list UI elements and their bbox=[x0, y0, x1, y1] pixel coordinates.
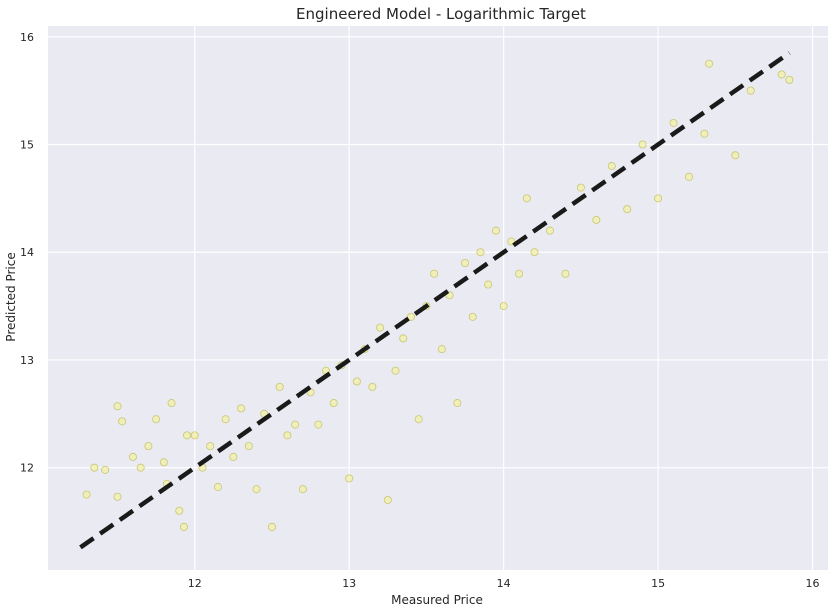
scatter-point bbox=[576, 183, 585, 192]
scatter-point bbox=[746, 86, 755, 95]
scatter-point bbox=[244, 442, 253, 451]
scatter-point bbox=[352, 377, 361, 386]
scatter-point bbox=[499, 302, 508, 311]
scatter-point bbox=[283, 431, 292, 440]
scatter-point bbox=[461, 258, 470, 267]
scatter-point bbox=[144, 442, 153, 451]
scatter-point bbox=[82, 490, 91, 499]
scatter-point bbox=[229, 452, 238, 461]
y-tick-label: 12 bbox=[20, 462, 34, 475]
scatter-point bbox=[291, 420, 300, 429]
scatter-point bbox=[399, 334, 408, 343]
x-tick-label: 16 bbox=[806, 577, 820, 590]
scatter-point bbox=[545, 226, 554, 235]
grid-lines bbox=[48, 26, 828, 570]
scatter-point bbox=[252, 485, 261, 494]
scatter-point bbox=[314, 420, 323, 429]
scatter-point bbox=[414, 415, 423, 424]
scatter-point bbox=[623, 205, 632, 214]
scatter-point bbox=[491, 226, 500, 235]
y-tick-label: 16 bbox=[20, 31, 34, 44]
scatter-point bbox=[638, 140, 647, 149]
scatter-point bbox=[298, 485, 307, 494]
scatter-point bbox=[368, 382, 377, 391]
scatter-point bbox=[391, 366, 400, 375]
chart-title: Engineered Model - Logarithmic Target bbox=[296, 5, 586, 23]
scatter-point bbox=[785, 75, 794, 84]
scatter-point bbox=[484, 280, 493, 289]
scatter-point bbox=[705, 59, 714, 68]
scatter-point bbox=[213, 483, 222, 492]
scatter-point bbox=[101, 465, 110, 474]
scatter-point bbox=[522, 194, 531, 203]
scatter-point bbox=[128, 452, 137, 461]
scatter-point bbox=[183, 431, 192, 440]
scatter-point bbox=[167, 399, 176, 408]
scatter-point bbox=[329, 399, 338, 408]
scatter-point bbox=[113, 492, 122, 501]
scatter-point bbox=[453, 399, 462, 408]
scatter-point bbox=[607, 162, 616, 171]
scatter-point bbox=[515, 269, 524, 278]
scatter-point bbox=[476, 248, 485, 257]
scatter-point bbox=[437, 345, 446, 354]
scatter-point bbox=[777, 70, 786, 79]
scatter-point bbox=[592, 215, 601, 224]
scatter-point bbox=[376, 323, 385, 332]
scatter-point bbox=[669, 118, 678, 127]
scatter-point bbox=[383, 495, 392, 504]
scatter-point bbox=[175, 506, 184, 515]
scatter-point bbox=[136, 463, 145, 472]
scatter-point bbox=[221, 415, 230, 424]
scatter-point bbox=[731, 151, 740, 160]
scatter-point bbox=[179, 522, 188, 531]
scatter-point bbox=[700, 129, 709, 138]
y-tick-label: 13 bbox=[20, 354, 34, 367]
scatter-point bbox=[190, 431, 199, 440]
y-tick-label: 14 bbox=[20, 246, 34, 259]
y-axis-label: Predicted Price bbox=[4, 252, 18, 341]
x-tick-label: 15 bbox=[651, 577, 665, 590]
reference-line bbox=[79, 51, 791, 550]
x-axis-label: Measured Price bbox=[391, 593, 483, 607]
scatter-point bbox=[152, 415, 161, 424]
scatter-point bbox=[159, 458, 168, 467]
scatter-point bbox=[654, 194, 663, 203]
x-tick-label: 12 bbox=[188, 577, 202, 590]
scatter-point bbox=[275, 382, 284, 391]
scatter-point bbox=[468, 312, 477, 321]
x-tick-labels: 12 13 14 15 16 bbox=[188, 577, 820, 590]
scatter-point bbox=[406, 312, 415, 321]
scatter-point bbox=[345, 474, 354, 483]
scatter-point bbox=[113, 402, 122, 411]
scatter-point bbox=[237, 404, 246, 413]
scatter-point bbox=[430, 269, 439, 278]
scatter-point bbox=[90, 463, 99, 472]
scatter-point bbox=[118, 417, 127, 426]
scatter-point bbox=[684, 172, 693, 181]
scatter-point bbox=[561, 269, 570, 278]
y-tick-label: 15 bbox=[20, 138, 34, 151]
x-tick-label: 14 bbox=[497, 577, 511, 590]
scatter-point bbox=[206, 442, 215, 451]
x-tick-label: 13 bbox=[342, 577, 356, 590]
y-tick-labels: 12 13 14 15 16 bbox=[20, 31, 34, 475]
scatter-point bbox=[267, 522, 276, 531]
scatter-point bbox=[530, 248, 539, 257]
